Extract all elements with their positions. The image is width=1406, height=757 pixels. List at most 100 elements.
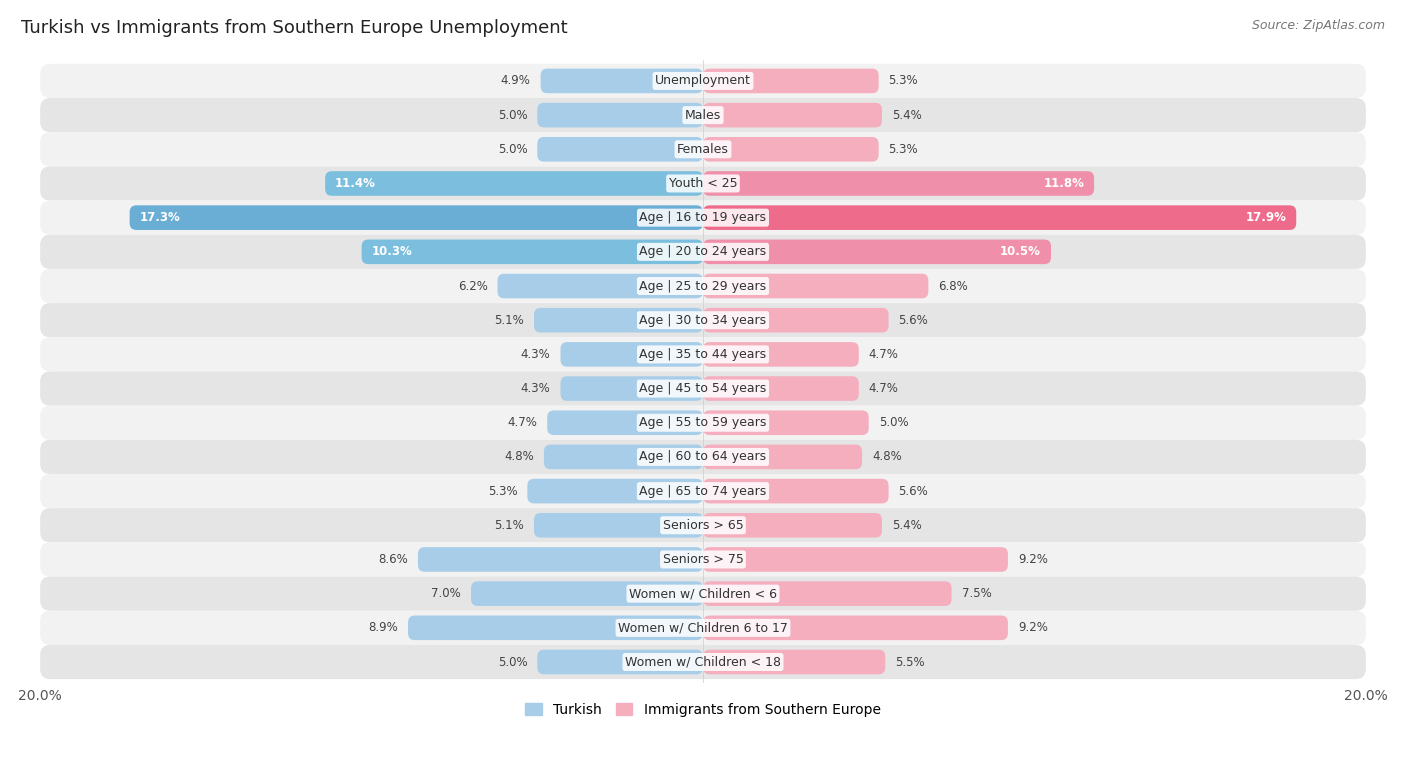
FancyBboxPatch shape [534, 513, 703, 537]
FancyBboxPatch shape [41, 338, 1365, 372]
Text: Source: ZipAtlas.com: Source: ZipAtlas.com [1251, 19, 1385, 32]
FancyBboxPatch shape [361, 239, 703, 264]
Text: 5.3%: 5.3% [889, 143, 918, 156]
FancyBboxPatch shape [537, 137, 703, 161]
Text: 5.4%: 5.4% [891, 519, 922, 531]
Text: 5.0%: 5.0% [498, 656, 527, 668]
FancyBboxPatch shape [41, 611, 1365, 645]
Text: 4.3%: 4.3% [520, 348, 551, 361]
FancyBboxPatch shape [41, 269, 1365, 303]
FancyBboxPatch shape [703, 615, 1008, 640]
FancyBboxPatch shape [547, 410, 703, 435]
FancyBboxPatch shape [408, 615, 703, 640]
FancyBboxPatch shape [41, 235, 1365, 269]
FancyBboxPatch shape [703, 444, 862, 469]
Text: Age | 55 to 59 years: Age | 55 to 59 years [640, 416, 766, 429]
Text: Age | 16 to 19 years: Age | 16 to 19 years [640, 211, 766, 224]
Text: Age | 25 to 29 years: Age | 25 to 29 years [640, 279, 766, 292]
Text: 4.7%: 4.7% [869, 382, 898, 395]
Text: 6.8%: 6.8% [938, 279, 969, 292]
FancyBboxPatch shape [703, 308, 889, 332]
Text: 5.1%: 5.1% [495, 313, 524, 327]
FancyBboxPatch shape [41, 577, 1365, 611]
FancyBboxPatch shape [418, 547, 703, 572]
Text: Age | 20 to 24 years: Age | 20 to 24 years [640, 245, 766, 258]
FancyBboxPatch shape [703, 376, 859, 401]
Text: 5.1%: 5.1% [495, 519, 524, 531]
FancyBboxPatch shape [703, 478, 889, 503]
FancyBboxPatch shape [41, 406, 1365, 440]
Text: 4.7%: 4.7% [508, 416, 537, 429]
FancyBboxPatch shape [540, 69, 703, 93]
Text: Unemployment: Unemployment [655, 74, 751, 87]
Text: 11.4%: 11.4% [335, 177, 375, 190]
Text: 7.0%: 7.0% [432, 587, 461, 600]
Text: 4.9%: 4.9% [501, 74, 530, 87]
Text: 17.3%: 17.3% [139, 211, 180, 224]
Text: 5.3%: 5.3% [488, 484, 517, 497]
Text: 4.3%: 4.3% [520, 382, 551, 395]
FancyBboxPatch shape [41, 372, 1365, 406]
FancyBboxPatch shape [537, 103, 703, 127]
FancyBboxPatch shape [703, 69, 879, 93]
Text: Females: Females [678, 143, 728, 156]
Legend: Turkish, Immigrants from Southern Europe: Turkish, Immigrants from Southern Europe [520, 697, 886, 722]
Text: 8.6%: 8.6% [378, 553, 408, 566]
Text: Age | 30 to 34 years: Age | 30 to 34 years [640, 313, 766, 327]
FancyBboxPatch shape [703, 342, 859, 366]
FancyBboxPatch shape [41, 474, 1365, 508]
Text: 5.4%: 5.4% [891, 108, 922, 122]
FancyBboxPatch shape [703, 171, 1094, 196]
Text: 4.8%: 4.8% [505, 450, 534, 463]
Text: 5.6%: 5.6% [898, 313, 928, 327]
FancyBboxPatch shape [703, 650, 886, 674]
Text: Youth < 25: Youth < 25 [669, 177, 737, 190]
Text: 17.9%: 17.9% [1246, 211, 1286, 224]
Text: 9.2%: 9.2% [1018, 621, 1047, 634]
Text: Seniors > 75: Seniors > 75 [662, 553, 744, 566]
Text: Age | 65 to 74 years: Age | 65 to 74 years [640, 484, 766, 497]
FancyBboxPatch shape [703, 581, 952, 606]
Text: 5.5%: 5.5% [896, 656, 925, 668]
FancyBboxPatch shape [471, 581, 703, 606]
FancyBboxPatch shape [703, 547, 1008, 572]
Text: 10.3%: 10.3% [371, 245, 412, 258]
FancyBboxPatch shape [41, 508, 1365, 542]
FancyBboxPatch shape [561, 376, 703, 401]
FancyBboxPatch shape [41, 132, 1365, 167]
Text: Turkish vs Immigrants from Southern Europe Unemployment: Turkish vs Immigrants from Southern Euro… [21, 19, 568, 37]
FancyBboxPatch shape [703, 239, 1052, 264]
FancyBboxPatch shape [41, 167, 1365, 201]
FancyBboxPatch shape [527, 478, 703, 503]
Text: Women w/ Children < 18: Women w/ Children < 18 [626, 656, 780, 668]
FancyBboxPatch shape [41, 542, 1365, 577]
FancyBboxPatch shape [703, 205, 1296, 230]
Text: Women w/ Children < 6: Women w/ Children < 6 [628, 587, 778, 600]
FancyBboxPatch shape [498, 274, 703, 298]
FancyBboxPatch shape [41, 645, 1365, 679]
FancyBboxPatch shape [703, 274, 928, 298]
FancyBboxPatch shape [544, 444, 703, 469]
FancyBboxPatch shape [537, 650, 703, 674]
Text: 6.2%: 6.2% [458, 279, 488, 292]
Text: Males: Males [685, 108, 721, 122]
Text: 8.9%: 8.9% [368, 621, 398, 634]
FancyBboxPatch shape [703, 103, 882, 127]
Text: 9.2%: 9.2% [1018, 553, 1047, 566]
Text: 11.8%: 11.8% [1043, 177, 1084, 190]
Text: Age | 35 to 44 years: Age | 35 to 44 years [640, 348, 766, 361]
FancyBboxPatch shape [325, 171, 703, 196]
Text: 10.5%: 10.5% [1000, 245, 1040, 258]
Text: Age | 45 to 54 years: Age | 45 to 54 years [640, 382, 766, 395]
Text: 5.0%: 5.0% [498, 108, 527, 122]
FancyBboxPatch shape [41, 440, 1365, 474]
FancyBboxPatch shape [41, 98, 1365, 132]
Text: 5.6%: 5.6% [898, 484, 928, 497]
Text: 4.7%: 4.7% [869, 348, 898, 361]
FancyBboxPatch shape [41, 64, 1365, 98]
Text: Women w/ Children 6 to 17: Women w/ Children 6 to 17 [619, 621, 787, 634]
FancyBboxPatch shape [41, 303, 1365, 338]
Text: 4.8%: 4.8% [872, 450, 901, 463]
Text: 7.5%: 7.5% [962, 587, 991, 600]
FancyBboxPatch shape [703, 137, 879, 161]
